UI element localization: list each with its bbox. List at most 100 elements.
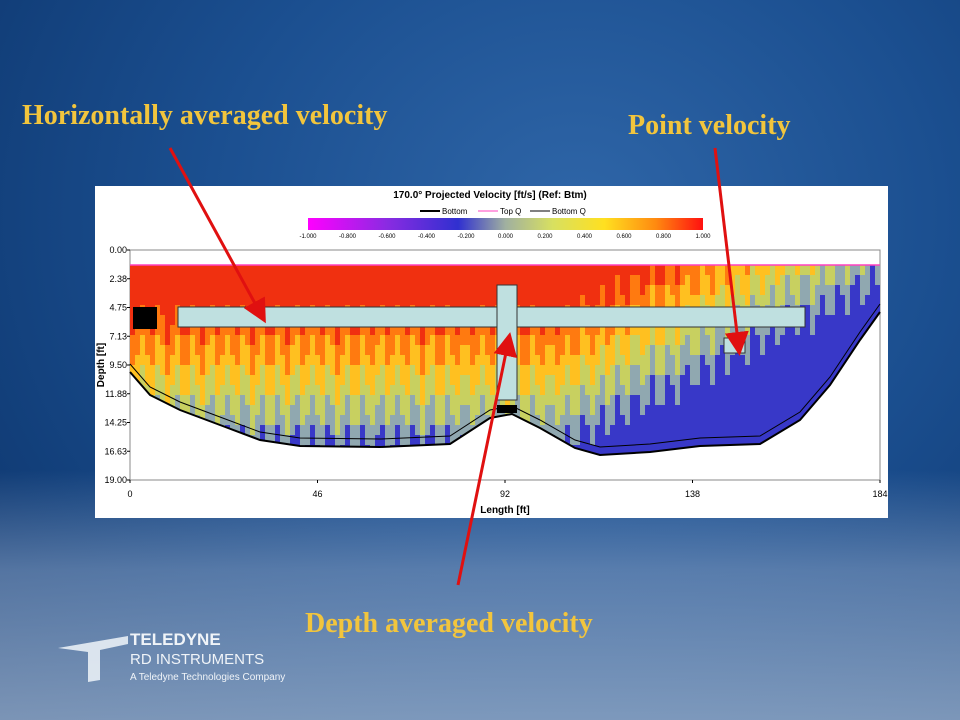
contour-cell [820, 385, 825, 395]
contour-cell [690, 355, 695, 365]
contour-cell [825, 355, 830, 365]
contour-cell [220, 415, 225, 425]
contour-cell [680, 355, 685, 365]
contour-cell [650, 425, 655, 435]
contour-cell [815, 275, 820, 285]
contour-cell [710, 375, 715, 385]
contour-cell [555, 355, 560, 365]
contour-cell [745, 415, 750, 425]
contour-cell [210, 365, 215, 375]
contour-cell [360, 395, 365, 405]
contour-cell [265, 335, 270, 345]
contour-cell [780, 405, 785, 415]
contour-cell [550, 365, 555, 375]
contour-cell [305, 385, 310, 395]
contour-cell [560, 275, 565, 285]
contour-cell [765, 355, 770, 365]
contour-cell [590, 285, 595, 295]
contour-cell [345, 295, 350, 305]
contour-cell [155, 355, 160, 365]
contour-cell [745, 375, 750, 385]
contour-cell [290, 385, 295, 395]
contour-cell [390, 385, 395, 395]
contour-cell [160, 375, 165, 385]
contour-cell [695, 295, 700, 305]
contour-cell [620, 435, 625, 445]
contour-cell [635, 425, 640, 435]
contour-cell [635, 385, 640, 395]
colorbar-label: 0.400 [577, 234, 593, 240]
contour-cell [475, 415, 480, 425]
contour-cell [175, 295, 180, 305]
contour-cell [395, 295, 400, 305]
contour-cell [740, 385, 745, 395]
contour-cell [465, 275, 470, 285]
contour-cell [675, 385, 680, 395]
contour-cell [795, 395, 800, 405]
contour-cell [650, 275, 655, 285]
colorbar-label: 0.800 [656, 234, 672, 240]
contour-cell [715, 435, 720, 445]
contour-cell [215, 295, 220, 305]
contour-cell [860, 325, 865, 335]
contour-cell [360, 345, 365, 355]
contour-cell [870, 295, 875, 305]
contour-cell [655, 425, 660, 435]
contour-cell [660, 295, 665, 305]
contour-cell [350, 395, 355, 405]
colorbar-label: -0.400 [418, 234, 436, 240]
contour-cell [740, 395, 745, 405]
contour-cell [280, 345, 285, 355]
contour-cell [645, 415, 650, 425]
contour-cell [200, 275, 205, 285]
contour-cell [380, 435, 385, 445]
contour-cell [705, 375, 710, 385]
contour-cell [720, 265, 725, 275]
contour-cell [360, 355, 365, 365]
contour-cell [670, 325, 675, 335]
contour-cell [240, 325, 245, 335]
contour-cell [465, 415, 470, 425]
contour-cell [260, 295, 265, 305]
contour-cell [575, 355, 580, 365]
contour-cell [265, 415, 270, 425]
contour-cell [245, 375, 250, 385]
contour-cell [620, 395, 625, 405]
contour-cell [665, 425, 670, 435]
contour-cell [595, 405, 600, 415]
contour-cell [350, 345, 355, 355]
contour-cell [350, 285, 355, 295]
contour-cell [170, 315, 175, 325]
contour-cell [755, 285, 760, 295]
contour-cell [780, 325, 785, 335]
contour-cell [445, 275, 450, 285]
contour-cell [250, 285, 255, 295]
contour-cell [475, 395, 480, 405]
contour-cell [650, 385, 655, 395]
contour-cell [260, 325, 265, 335]
contour-cell [370, 435, 375, 445]
contour-cell [380, 295, 385, 305]
contour-cell [605, 325, 610, 335]
contour-cell [675, 415, 680, 425]
contour-cell [140, 375, 145, 385]
contour-cell [150, 365, 155, 375]
contour-cell [485, 365, 490, 375]
contour-cell [460, 365, 465, 375]
contour-cell [325, 355, 330, 365]
contour-cell [735, 365, 740, 375]
contour-cell [280, 355, 285, 365]
contour-cell [725, 295, 730, 305]
contour-cell [295, 385, 300, 395]
contour-cell [340, 405, 345, 415]
contour-cell [785, 325, 790, 335]
contour-cell [160, 305, 165, 315]
colorbar-label: 0.200 [537, 234, 553, 240]
contour-cell [215, 325, 220, 335]
contour-cell [635, 445, 640, 455]
contour-cell [700, 365, 705, 375]
contour-cell [350, 385, 355, 395]
contour-cell [330, 275, 335, 285]
contour-cell [405, 295, 410, 305]
contour-cell [760, 275, 765, 285]
